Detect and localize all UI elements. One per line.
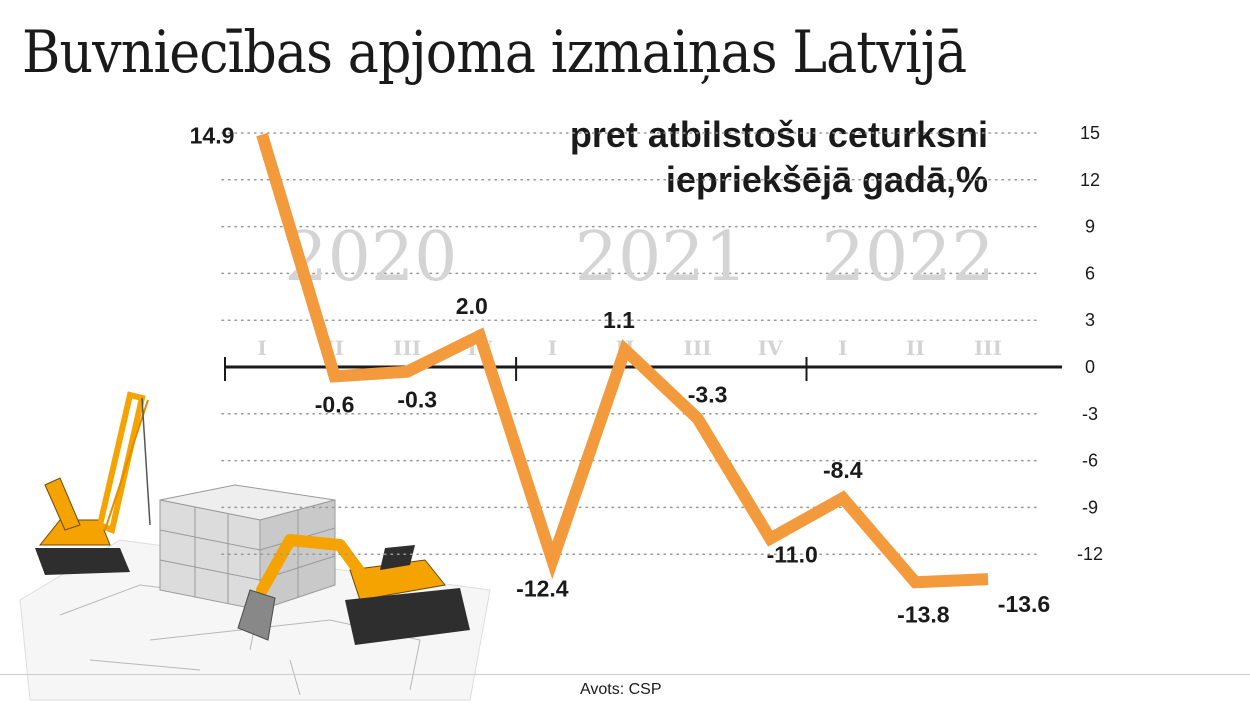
y-tick-label: 0 xyxy=(1085,357,1095,377)
data-label: -12.4 xyxy=(516,575,569,601)
y-tick-label: 6 xyxy=(1085,263,1095,283)
construction-illustration xyxy=(19,391,491,701)
year-label: 2022 xyxy=(822,218,995,297)
chart-title: Buvniecības apjoma izmaiņas Latvijā xyxy=(22,18,967,86)
series-line xyxy=(256,132,989,589)
data-label: -13.8 xyxy=(897,601,950,627)
quarter-label: I xyxy=(838,336,847,360)
quarter-label: III xyxy=(684,336,712,360)
footer-divider xyxy=(0,674,1250,675)
y-tick-label: 9 xyxy=(1085,217,1095,237)
quarter-label: II xyxy=(906,336,925,360)
y-tick-label: -6 xyxy=(1082,451,1098,471)
year-label: 2021 xyxy=(575,218,748,297)
data-label: -0.6 xyxy=(315,391,355,417)
y-tick-label: -9 xyxy=(1082,497,1098,517)
quarter-label: I xyxy=(548,336,557,360)
data-label: -13.6 xyxy=(998,591,1050,617)
source-note: Avots: CSP xyxy=(580,681,662,698)
quarter-label: III xyxy=(393,336,421,360)
y-tick-label: 12 xyxy=(1080,170,1100,190)
data-label: 1.1 xyxy=(603,307,635,333)
quarter-label: IV xyxy=(758,336,783,360)
data-label: -0.3 xyxy=(397,387,437,413)
data-label: -3.3 xyxy=(688,381,728,407)
data-label: 2.0 xyxy=(456,293,488,319)
chart-subtitle: pret atbilstošu ceturksni iepriekšējā ga… xyxy=(570,112,988,202)
year-label: 2020 xyxy=(284,218,457,297)
subtitle-line-1: pret atbilstošu ceturksni xyxy=(569,114,988,155)
y-tick-label: -12 xyxy=(1077,544,1103,564)
quarter-label: III xyxy=(974,336,1002,360)
y-tick-label: 15 xyxy=(1080,123,1100,143)
data-label: -8.4 xyxy=(823,457,863,483)
y-tick-label: 3 xyxy=(1085,310,1095,330)
quarter-label: I xyxy=(257,336,266,360)
data-label: -11.0 xyxy=(767,542,818,568)
y-tick-label: -3 xyxy=(1082,404,1098,424)
data-label: 14.9 xyxy=(190,123,235,149)
